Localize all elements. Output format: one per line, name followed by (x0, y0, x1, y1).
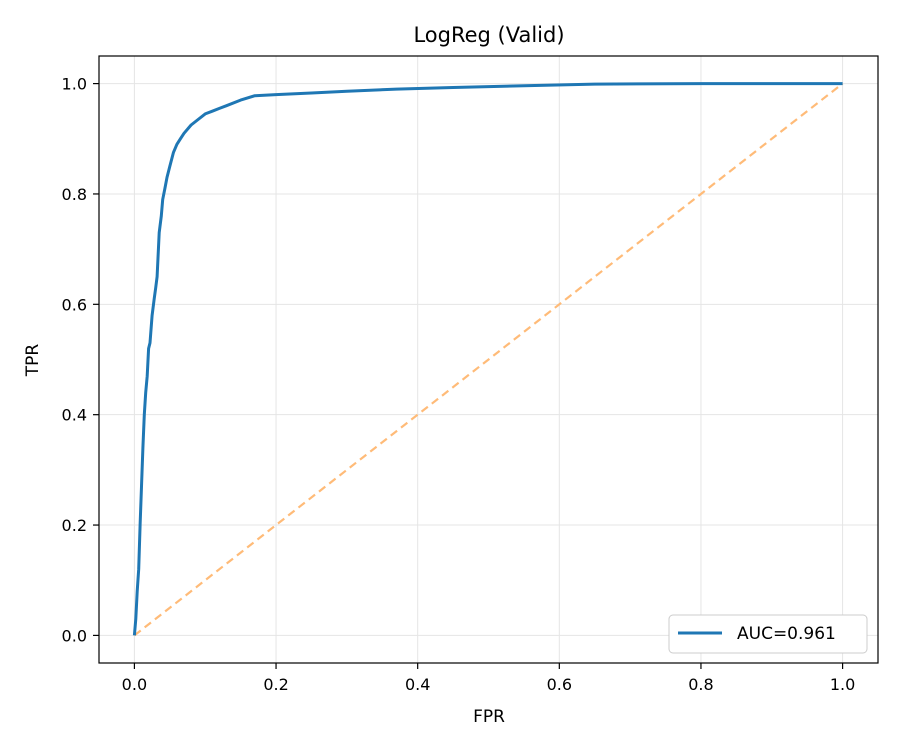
legend-box (668, 614, 868, 654)
y-tick-label: 0.4 (62, 406, 87, 425)
legend: AUC=0.961 (668, 614, 868, 654)
y-tick-label: 0.2 (62, 516, 87, 535)
chance-diagonal-line (133, 82, 844, 637)
series-layer (132, 82, 844, 637)
x-axis-ticks: 0.0 0.2 0.4 0.6 0.8 1.0 (122, 663, 855, 694)
x-tick-label: 0.6 (547, 675, 572, 694)
chart-title: LogReg (Valid) (413, 23, 564, 47)
y-tick-label: 0.8 (62, 185, 87, 204)
y-axis-ticks: 0.0 0.2 0.4 0.6 0.8 1.0 (62, 75, 99, 645)
y-axis-label: TPR (23, 344, 43, 378)
x-tick-label: 0.0 (122, 675, 147, 694)
y-tick-label: 0.0 (62, 626, 87, 645)
y-tick-label: 0.6 (62, 295, 87, 314)
legend-label-auc: AUC=0.961 (737, 624, 836, 644)
x-tick-label: 0.2 (263, 675, 288, 694)
roc-curve-line (132, 82, 843, 636)
x-tick-label: 0.8 (688, 675, 713, 694)
x-axis-label: FPR (473, 707, 505, 727)
x-tick-label: 0.4 (405, 675, 430, 694)
grid (99, 56, 878, 663)
y-tick-label: 1.0 (62, 75, 87, 94)
plot-frame (98, 55, 879, 664)
x-tick-label: 1.0 (830, 675, 855, 694)
